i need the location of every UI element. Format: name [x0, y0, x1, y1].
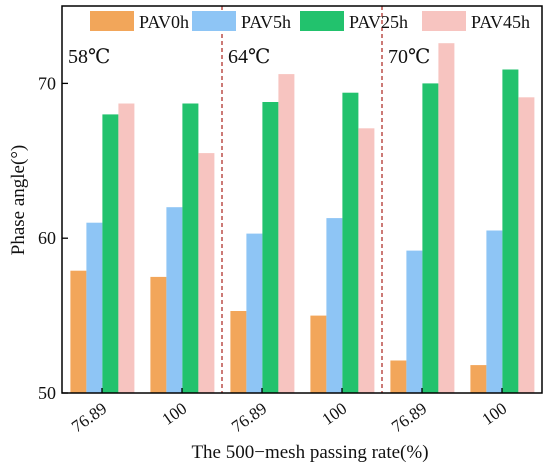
- legend-label-pav5h: PAV5h: [241, 12, 291, 32]
- bar-pav5h-4: [406, 250, 423, 393]
- x-tick-label-0: 76.89: [68, 399, 110, 437]
- x-tick-label-4: 76.89: [388, 399, 430, 437]
- bar-pav5h-2: [246, 233, 263, 393]
- bar-pav0h-5: [470, 365, 487, 393]
- bar-pav25h-3: [342, 92, 359, 393]
- legend-label-pav0h: PAV0h: [139, 12, 189, 32]
- bar-pav25h-5: [502, 69, 519, 393]
- x-tick-label-2: 76.89: [228, 399, 270, 437]
- panel-label-1: 64℃: [228, 46, 270, 68]
- legend-label-pav45h: PAV45h: [471, 12, 530, 32]
- bar-pav5h-3: [326, 218, 343, 393]
- bar-pav0h-3: [310, 315, 327, 393]
- bar-pav0h-4: [390, 360, 407, 393]
- x-tick-label-3: 100: [319, 399, 351, 429]
- legend-swatch-pav25h: [300, 11, 344, 31]
- x-tick-label-1: 100: [159, 399, 191, 429]
- bar-pav5h-5: [486, 230, 503, 393]
- bar-pav25h-2: [262, 102, 279, 393]
- bar-pav45h-4: [438, 43, 455, 393]
- x-axis-label: The 500−mesh passing rate(%): [191, 442, 428, 463]
- bar-pav45h-2: [278, 74, 295, 393]
- panel-label-0: 58℃: [68, 46, 110, 68]
- bar-pav45h-3: [358, 128, 375, 394]
- bar-pav0h-1: [150, 276, 167, 393]
- y-axis-label: Phase angle(°): [8, 145, 29, 255]
- bar-pav25h-1: [182, 103, 199, 393]
- plot-area: [70, 43, 535, 394]
- bar-pav45h-5: [518, 97, 535, 394]
- bar-pav25h-4: [422, 83, 439, 394]
- bar-pav45h-0: [118, 103, 135, 393]
- bar-pav5h-1: [166, 207, 183, 393]
- legend-swatch-pav45h: [422, 11, 466, 31]
- x-tick-label-5: 100: [479, 399, 511, 429]
- bar-pav0h-0: [70, 270, 87, 393]
- bar-pav0h-2: [230, 311, 247, 393]
- legend-label-pav25h: PAV25h: [349, 12, 408, 32]
- bar-pav5h-0: [86, 222, 103, 393]
- bar-pav25h-0: [102, 114, 119, 394]
- y-tick-label-2: 70: [38, 73, 56, 93]
- legend-swatch-pav5h: [192, 11, 236, 31]
- bar-pav45h-1: [198, 153, 215, 393]
- y-tick-label-0: 50: [38, 383, 56, 403]
- legend: PAV0h PAV5h PAV25h PAV45h: [90, 11, 530, 32]
- legend-swatch-pav0h: [90, 11, 134, 31]
- plot-frame: [61, 5, 543, 394]
- y-tick-label-1: 60: [38, 228, 56, 248]
- panel-label-2: 70℃: [388, 46, 430, 68]
